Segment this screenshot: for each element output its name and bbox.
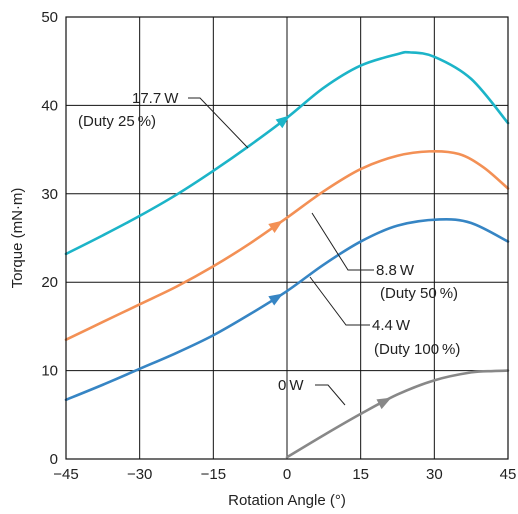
direction-arrow xyxy=(376,397,392,410)
y-tick-label: 30 xyxy=(41,186,58,203)
series-line xyxy=(64,149,510,341)
series-annotation: 4.4 W xyxy=(372,317,411,334)
plot-border xyxy=(65,16,509,460)
series-annotation: (Duty 50 %) xyxy=(380,285,458,302)
series-line xyxy=(64,217,510,402)
series-line xyxy=(285,369,510,459)
direction-arrow xyxy=(268,220,283,234)
direction-arrow xyxy=(275,115,291,129)
annotations: 17.7 W (Duty 25 %) 8.8 W (Duty 50 %) 4.4 W (D… xyxy=(78,90,460,406)
x-tick-label: −15 xyxy=(201,466,226,483)
series-layer xyxy=(64,50,510,459)
series-annotation: 0 W xyxy=(278,377,304,394)
y-tick-label: 20 xyxy=(41,274,58,291)
y-tick-label: 40 xyxy=(41,97,58,114)
direction-arrow xyxy=(268,293,284,306)
annotation-leader xyxy=(188,97,249,149)
series-annotation: (Duty 100 %) xyxy=(374,341,460,358)
annotation-leader xyxy=(309,276,370,326)
y-tick-label: 50 xyxy=(41,9,58,26)
x-tick-label: 0 xyxy=(283,466,291,483)
series-line xyxy=(64,50,510,256)
x-tick-label: 45 xyxy=(500,466,517,483)
series-annotation: 8.8 W xyxy=(376,262,415,279)
annotation-leader xyxy=(311,212,374,271)
x-tick-label: 30 xyxy=(426,466,443,483)
x-tick-label: −30 xyxy=(127,466,152,483)
y-axis-title: Torque (mN·m) xyxy=(9,188,26,289)
series-annotation: (Duty 25 %) xyxy=(78,113,156,130)
plot-frame xyxy=(65,16,509,460)
y-tick-label: 0 xyxy=(50,451,58,468)
tick-labels: −45 −30 −15 0 15 30 45 0 10 20 30 40 50 xyxy=(41,9,516,483)
x-axis-title: Rotation Angle (°) xyxy=(228,492,346,509)
x-tick-label: 15 xyxy=(352,466,369,483)
annotation-leader xyxy=(315,384,346,406)
y-tick-label: 10 xyxy=(41,363,58,380)
x-tick-label: −45 xyxy=(53,466,78,483)
series-annotation: 17.7 W xyxy=(132,90,179,107)
